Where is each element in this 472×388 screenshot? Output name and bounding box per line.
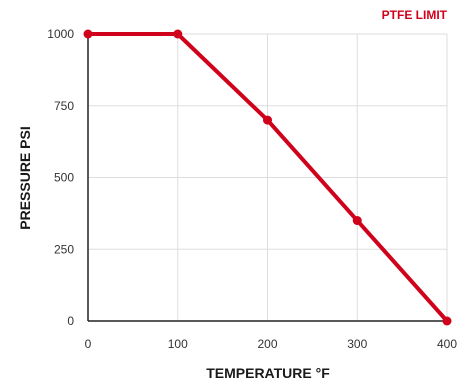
x-axis-title: TEMPERATURE °F (206, 365, 330, 381)
data-point-200 (263, 115, 272, 125)
series (83, 29, 452, 326)
data-point-100 (173, 29, 183, 39)
y-tick-label-500: 500 (54, 171, 74, 185)
y-tick-label-0: 0 (67, 314, 74, 328)
data-point-0 (83, 29, 93, 39)
x-tick-label-0: 0 (85, 337, 92, 351)
axes (87, 34, 447, 322)
x-tick-label-100: 100 (168, 337, 188, 351)
x-tick-label-200: 200 (257, 337, 277, 351)
tick-labels: 0 100 200 300 400 0 250 500 750 1000 (47, 27, 457, 351)
y-tick-label-750: 750 (54, 99, 74, 113)
y-axis-title: PRESSURE PSI (17, 126, 33, 229)
y-tick-label-250: 250 (54, 242, 74, 256)
x-tick-label-400: 400 (437, 337, 457, 351)
data-point-300 (352, 216, 362, 226)
data-point-400 (442, 316, 452, 326)
x-tick-label-300: 300 (347, 337, 367, 351)
grid (88, 33, 448, 321)
legend-ptfe-limit: PTFE LIMIT (382, 8, 448, 22)
y-tick-label-1000: 1000 (47, 27, 74, 41)
